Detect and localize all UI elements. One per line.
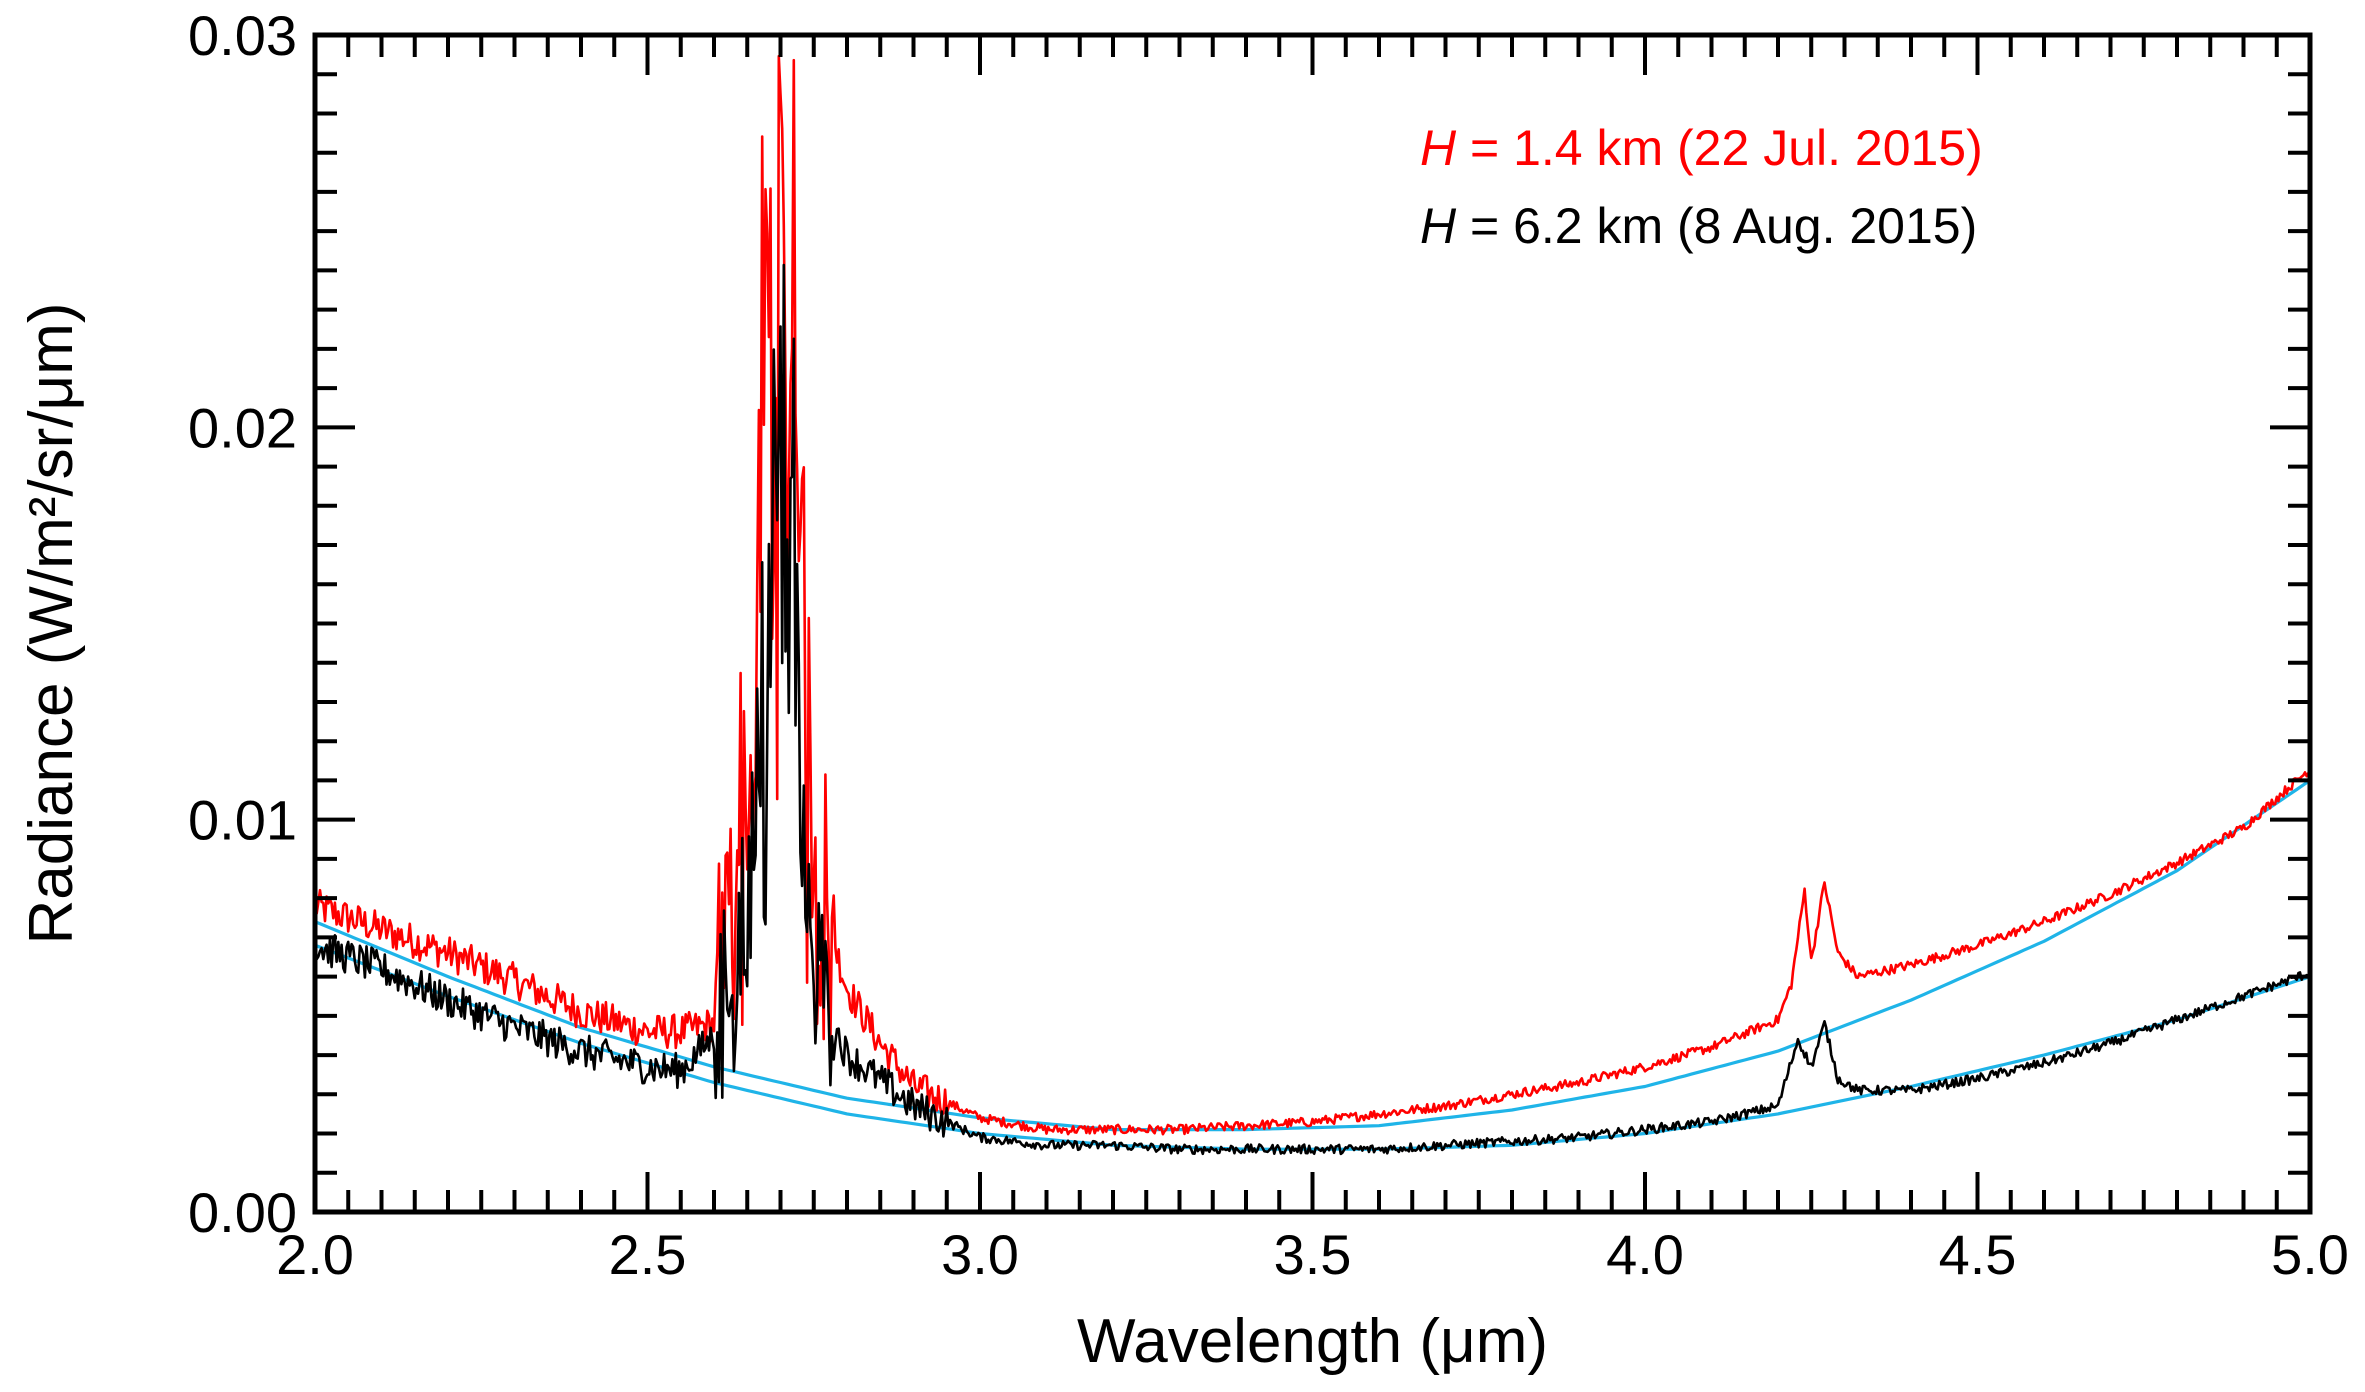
y-tick-label: 0.00 (188, 1181, 297, 1244)
x-tick-labels: 2.0 2.5 3.0 3.5 4.0 4.5 5.0 (276, 1223, 2349, 1286)
legend-label: = 6.2 km (8 Aug. 2015) (1456, 198, 1977, 254)
legend-entry: H = 6.2 km (8 Aug. 2015) (1420, 198, 1977, 254)
y-tick-label: 0.01 (188, 789, 297, 852)
y-tick-label: 0.02 (188, 396, 297, 459)
x-tick-label: 2.0 (276, 1223, 354, 1286)
y-tick-label: 0.03 (188, 4, 297, 67)
legend-var: H (1420, 120, 1457, 176)
x-tick-label: 3.0 (941, 1223, 1019, 1286)
series-layer (313, 54, 2312, 1156)
x-tick-label: 5.0 (2271, 1223, 2349, 1286)
y-tick-labels: 0.00 0.01 0.02 0.03 (188, 4, 297, 1244)
legend-entry: H = 1.4 km (22 Jul. 2015) (1420, 120, 1983, 176)
x-axis-title: Wavelength (μm) (1077, 1307, 1548, 1376)
plot-frame (312, 32, 2313, 1215)
legend-label: = 1.4 km (22 Jul. 2015) (1456, 120, 1983, 176)
tick-layer (313, 33, 2312, 1214)
legend-var: H (1420, 198, 1457, 254)
series-line-2 (314, 779, 2311, 1132)
y-axis-title: Radiance (W/m²/sr/μm) (17, 303, 86, 945)
x-tick-label: 4.0 (1606, 1223, 1684, 1286)
series-line-1 (313, 263, 2312, 1156)
x-tick-label: 2.5 (609, 1223, 687, 1286)
x-tick-label: 3.5 (1274, 1223, 1352, 1286)
legend: H = 1.4 km (22 Jul. 2015)H = 6.2 km (8 A… (1420, 120, 1983, 254)
x-tick-label: 4.5 (1939, 1223, 2017, 1286)
series-line-0 (313, 54, 2312, 1136)
series-line-3 (314, 943, 2311, 1151)
